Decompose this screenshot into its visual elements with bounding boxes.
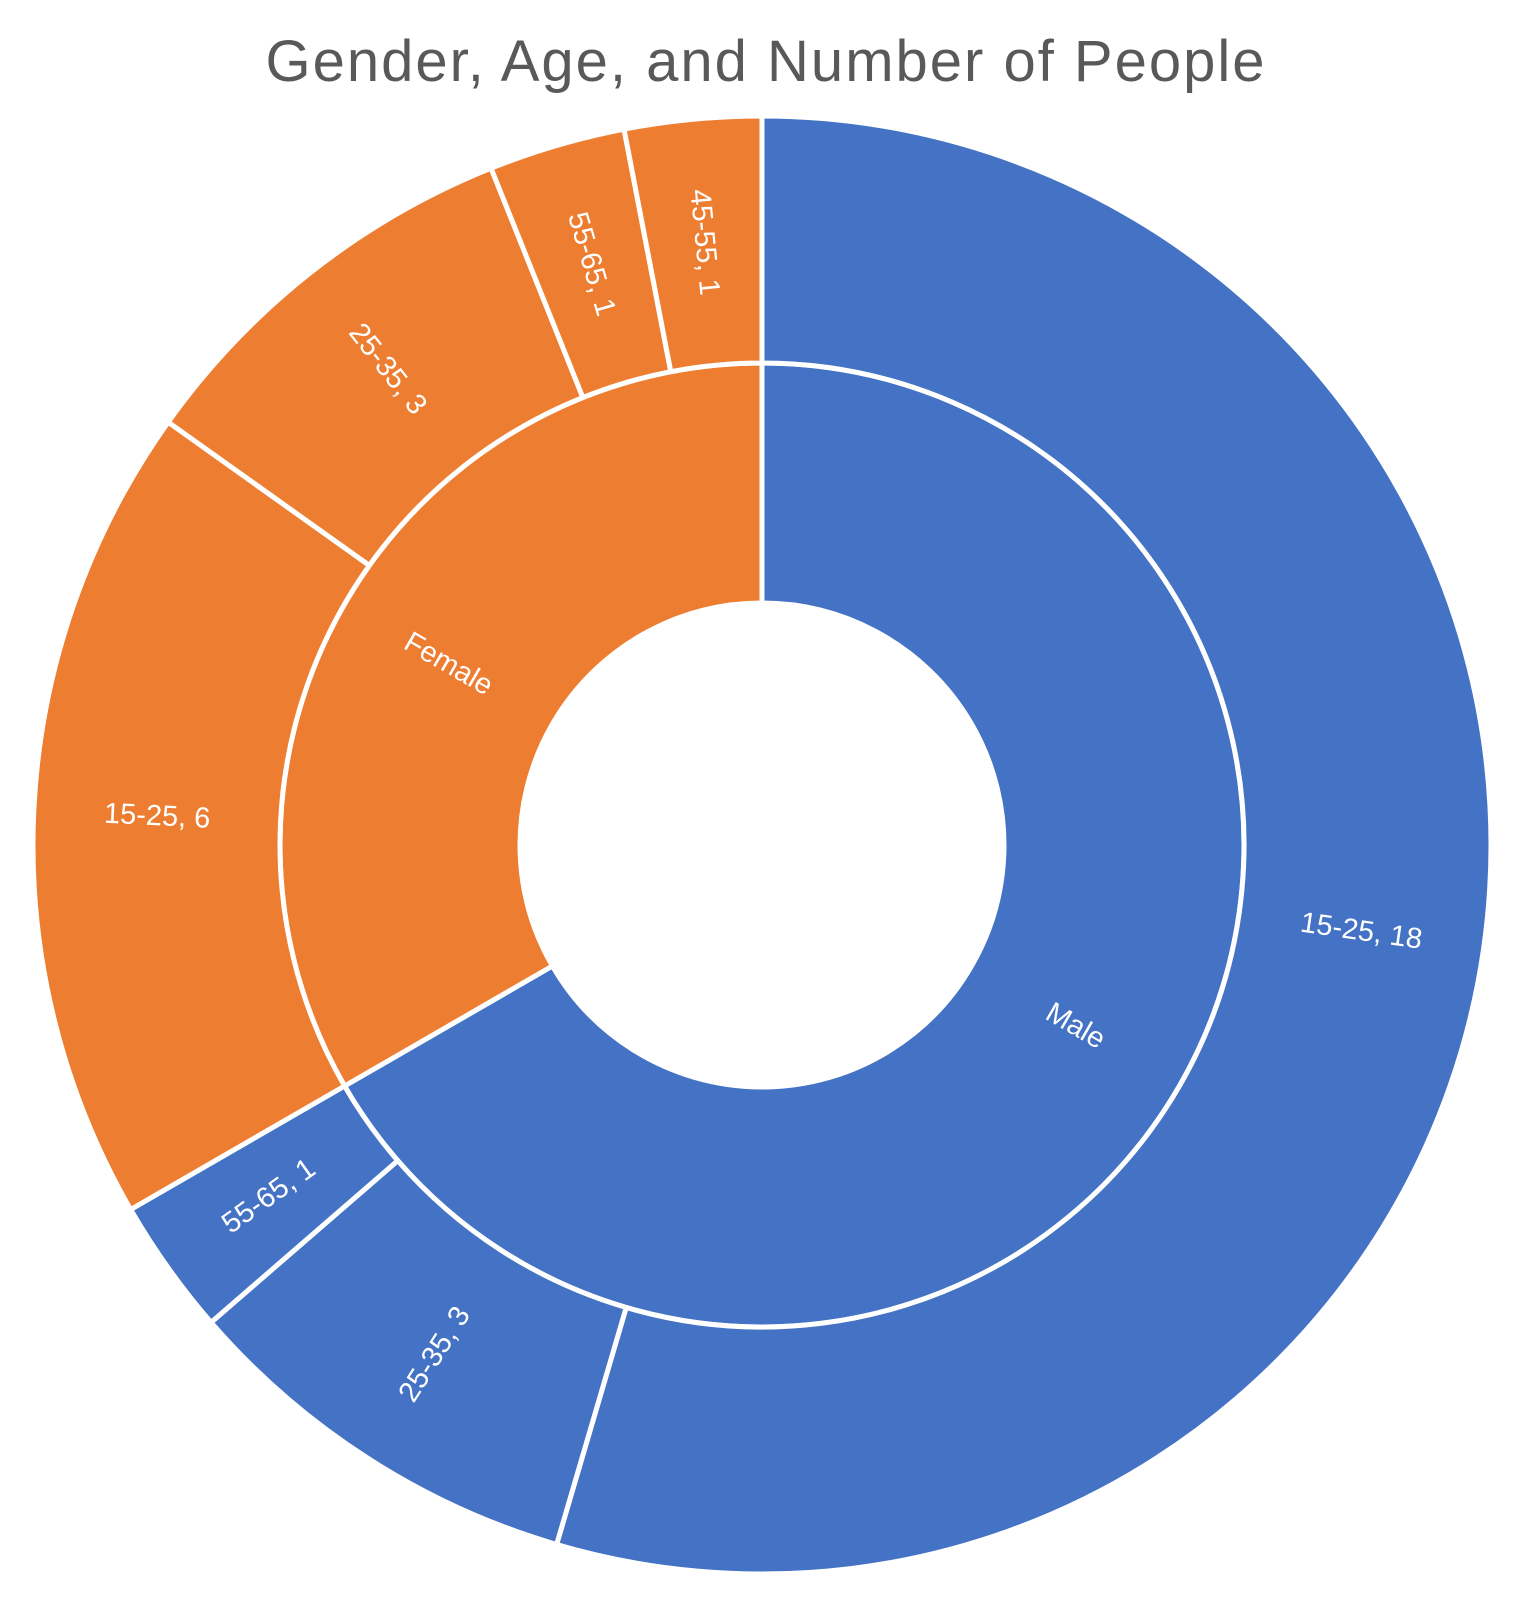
outer-segment-female-15-25 [30, 419, 372, 1212]
outer-segment-male-15-25 [554, 113, 1494, 1577]
chart-title: Gender, Age, and Number of People [265, 29, 1267, 94]
outer-segment-female-45-55 [621, 113, 765, 375]
outer-label-female-15-25: 15-25, 6 [103, 798, 211, 835]
